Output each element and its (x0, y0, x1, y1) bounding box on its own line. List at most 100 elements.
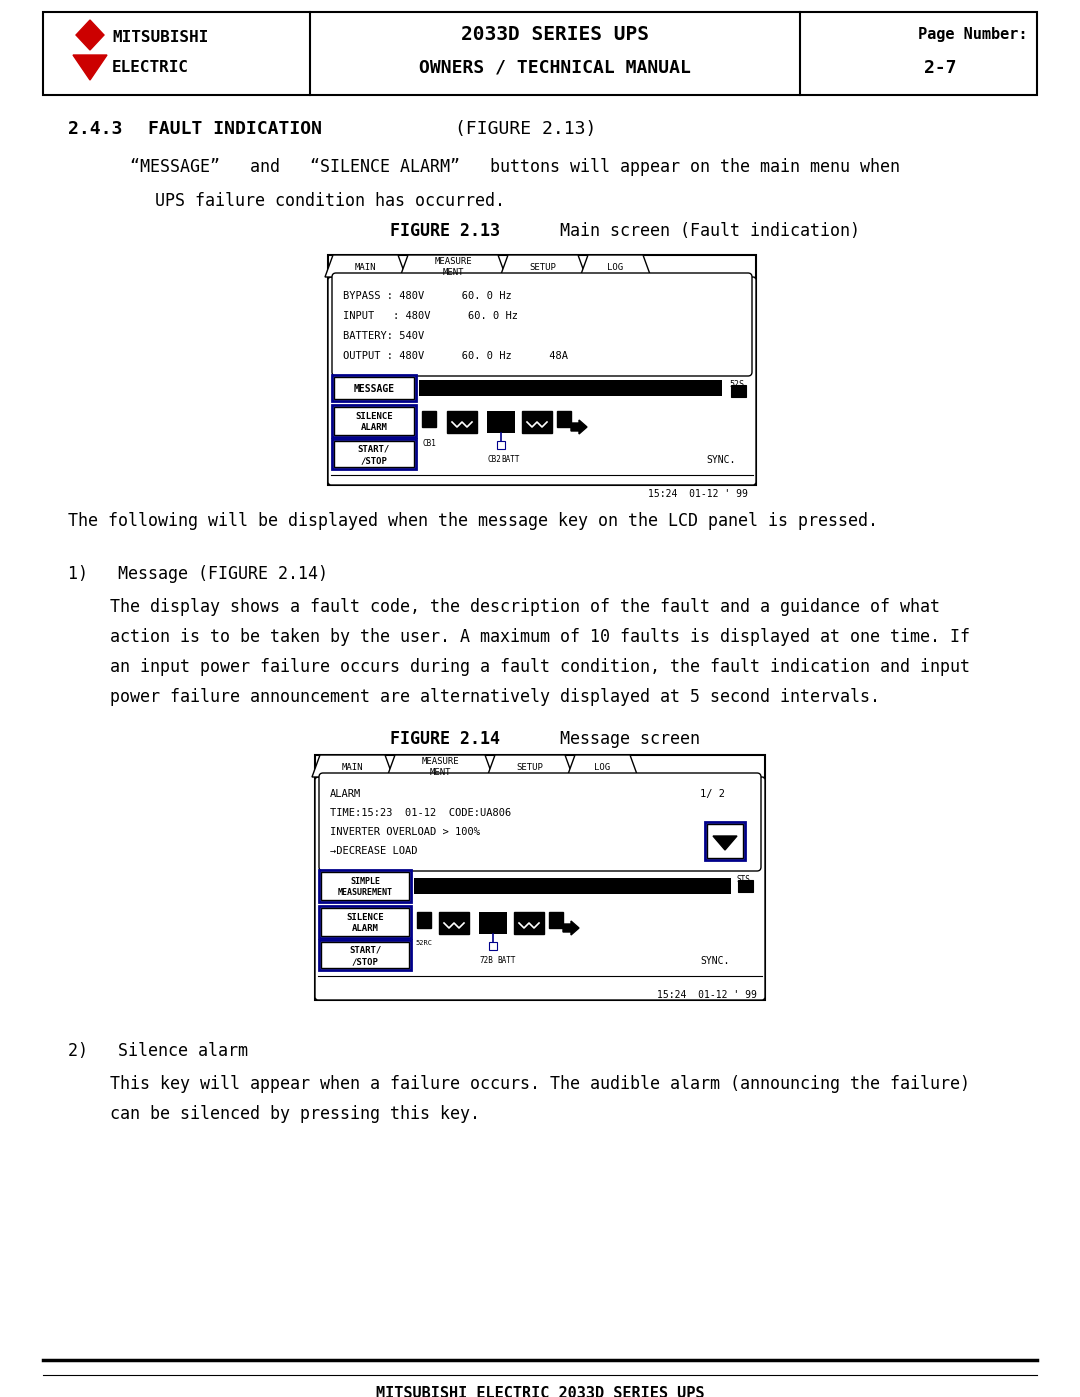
Text: TIME:15:23  01-12  CODE:UA806: TIME:15:23 01-12 CODE:UA806 (330, 807, 511, 819)
FancyBboxPatch shape (319, 773, 761, 870)
Polygon shape (73, 54, 107, 80)
FancyBboxPatch shape (489, 942, 497, 950)
FancyBboxPatch shape (705, 821, 745, 861)
Text: SYNC.: SYNC. (700, 956, 729, 965)
FancyBboxPatch shape (514, 912, 544, 935)
Polygon shape (580, 256, 651, 277)
Text: REC: REC (447, 937, 461, 947)
Text: The display shows a fault code, the description of the fault and a guidance of w: The display shows a fault code, the desc… (110, 598, 940, 616)
Text: 52RC: 52RC (416, 940, 432, 946)
Text: Main screen (Fault indication): Main screen (Fault indication) (530, 222, 860, 240)
Text: OUTPUT : 480V      60. 0 Hz      48A: OUTPUT : 480V 60. 0 Hz 48A (343, 351, 568, 360)
Text: MITSUBISHI ELECTRIC 2033D SERIES UPS: MITSUBISHI ELECTRIC 2033D SERIES UPS (376, 1386, 704, 1397)
Polygon shape (563, 921, 579, 935)
Text: LOG: LOG (594, 763, 610, 771)
Text: START/
∕STOP: START/ ∕STOP (349, 946, 381, 967)
Polygon shape (312, 754, 393, 777)
Text: “MESSAGE”   and   “SILENCE ALARM”   buttons will appear on the main menu when: “MESSAGE” and “SILENCE ALARM” buttons wi… (130, 158, 900, 176)
Text: 2033D SERIES UPS: 2033D SERIES UPS (461, 25, 649, 45)
FancyBboxPatch shape (328, 256, 756, 485)
FancyBboxPatch shape (315, 777, 765, 1000)
Text: INPUT   : 480V      60. 0 Hz: INPUT : 480V 60. 0 Hz (343, 312, 518, 321)
Text: 52C: 52C (557, 420, 571, 429)
FancyBboxPatch shape (334, 377, 414, 400)
FancyBboxPatch shape (414, 877, 731, 894)
FancyBboxPatch shape (332, 272, 752, 376)
Text: CB2: CB2 (487, 455, 501, 464)
Polygon shape (325, 256, 406, 277)
FancyBboxPatch shape (321, 908, 409, 936)
FancyBboxPatch shape (419, 380, 723, 395)
Text: SETUP: SETUP (516, 763, 543, 771)
FancyBboxPatch shape (321, 872, 409, 900)
FancyBboxPatch shape (332, 405, 416, 437)
Polygon shape (500, 256, 586, 277)
Text: BATT: BATT (497, 956, 515, 965)
FancyBboxPatch shape (707, 824, 743, 858)
FancyBboxPatch shape (497, 441, 505, 448)
FancyBboxPatch shape (738, 880, 753, 893)
FancyBboxPatch shape (328, 277, 756, 485)
FancyBboxPatch shape (334, 407, 414, 434)
FancyBboxPatch shape (319, 870, 411, 902)
FancyBboxPatch shape (319, 907, 411, 937)
Text: can be silenced by pressing this key.: can be silenced by pressing this key. (110, 1105, 480, 1123)
Text: ELECTRIC: ELECTRIC (112, 60, 189, 75)
Text: STS: STS (737, 875, 750, 884)
FancyBboxPatch shape (447, 411, 477, 433)
Text: →DECREASE LOAD: →DECREASE LOAD (330, 847, 418, 856)
Polygon shape (400, 256, 507, 277)
Text: The following will be displayed when the message key on the LCD panel is pressed: The following will be displayed when the… (68, 511, 878, 529)
Text: OWNERS / TECHNICAL MANUAL: OWNERS / TECHNICAL MANUAL (419, 59, 691, 77)
FancyBboxPatch shape (332, 439, 416, 469)
Text: action is to be taken by the user. A maximum of 10 faults is displayed at one ti: action is to be taken by the user. A max… (110, 629, 970, 645)
FancyBboxPatch shape (43, 13, 1037, 95)
FancyBboxPatch shape (557, 411, 571, 427)
FancyBboxPatch shape (315, 754, 765, 1000)
Text: 15:24  01-12 ' 99: 15:24 01-12 ' 99 (657, 990, 757, 1000)
Text: 15:24  01-12 ' 99: 15:24 01-12 ' 99 (648, 489, 748, 499)
Text: BATTERY: 540V: BATTERY: 540V (343, 331, 424, 341)
Text: 2)   Silence alarm: 2) Silence alarm (68, 1042, 248, 1060)
Text: SETUP: SETUP (529, 263, 556, 271)
Text: INV: INV (522, 937, 536, 947)
Text: CB1: CB1 (422, 433, 436, 441)
FancyBboxPatch shape (549, 912, 563, 928)
Text: MESSAGE: MESSAGE (353, 384, 394, 394)
Text: CB1: CB1 (422, 439, 436, 448)
FancyBboxPatch shape (438, 912, 469, 935)
Text: BATT: BATT (501, 455, 519, 464)
Text: (FIGURE 2.13): (FIGURE 2.13) (455, 120, 596, 138)
FancyBboxPatch shape (422, 411, 436, 427)
Text: INV: INV (530, 437, 544, 446)
Polygon shape (76, 20, 104, 50)
FancyBboxPatch shape (319, 940, 411, 970)
FancyBboxPatch shape (480, 912, 507, 935)
FancyBboxPatch shape (332, 374, 416, 401)
Text: This key will appear when a failure occurs. The audible alarm (announcing the fa: This key will appear when a failure occu… (110, 1076, 970, 1092)
Text: FAULT INDICATION: FAULT INDICATION (148, 120, 322, 138)
Text: 72B: 72B (480, 956, 492, 965)
Text: 1/ 2: 1/ 2 (700, 789, 725, 799)
Text: ALARM: ALARM (330, 789, 361, 799)
FancyBboxPatch shape (522, 411, 552, 433)
Text: FIGURE 2.14: FIGURE 2.14 (390, 731, 500, 747)
Text: Message screen: Message screen (530, 731, 700, 747)
Text: 2-7: 2-7 (923, 59, 956, 77)
Text: power failure announcement are alternatively displayed at 5 second intervals.: power failure announcement are alternati… (110, 687, 880, 705)
Text: FIGURE 2.13: FIGURE 2.13 (390, 222, 500, 240)
Text: Page Number:: Page Number: (918, 28, 1027, 42)
Text: MEASURE
MENT: MEASURE MENT (434, 257, 472, 277)
FancyBboxPatch shape (321, 942, 409, 968)
Text: MEASURE
MENT: MEASURE MENT (421, 757, 459, 777)
FancyBboxPatch shape (487, 411, 515, 433)
Text: MITSUBISHI: MITSUBISHI (112, 31, 208, 46)
Text: MAIN: MAIN (341, 763, 363, 771)
Polygon shape (571, 420, 588, 434)
Text: 52G: 52G (549, 921, 563, 930)
Text: MAIN: MAIN (354, 263, 376, 271)
Polygon shape (387, 754, 492, 777)
FancyBboxPatch shape (417, 912, 431, 928)
Text: SIMPLE
MEASUREMENT: SIMPLE MEASUREMENT (337, 877, 392, 897)
Text: START/
∕STOP: START/ ∕STOP (357, 446, 390, 465)
